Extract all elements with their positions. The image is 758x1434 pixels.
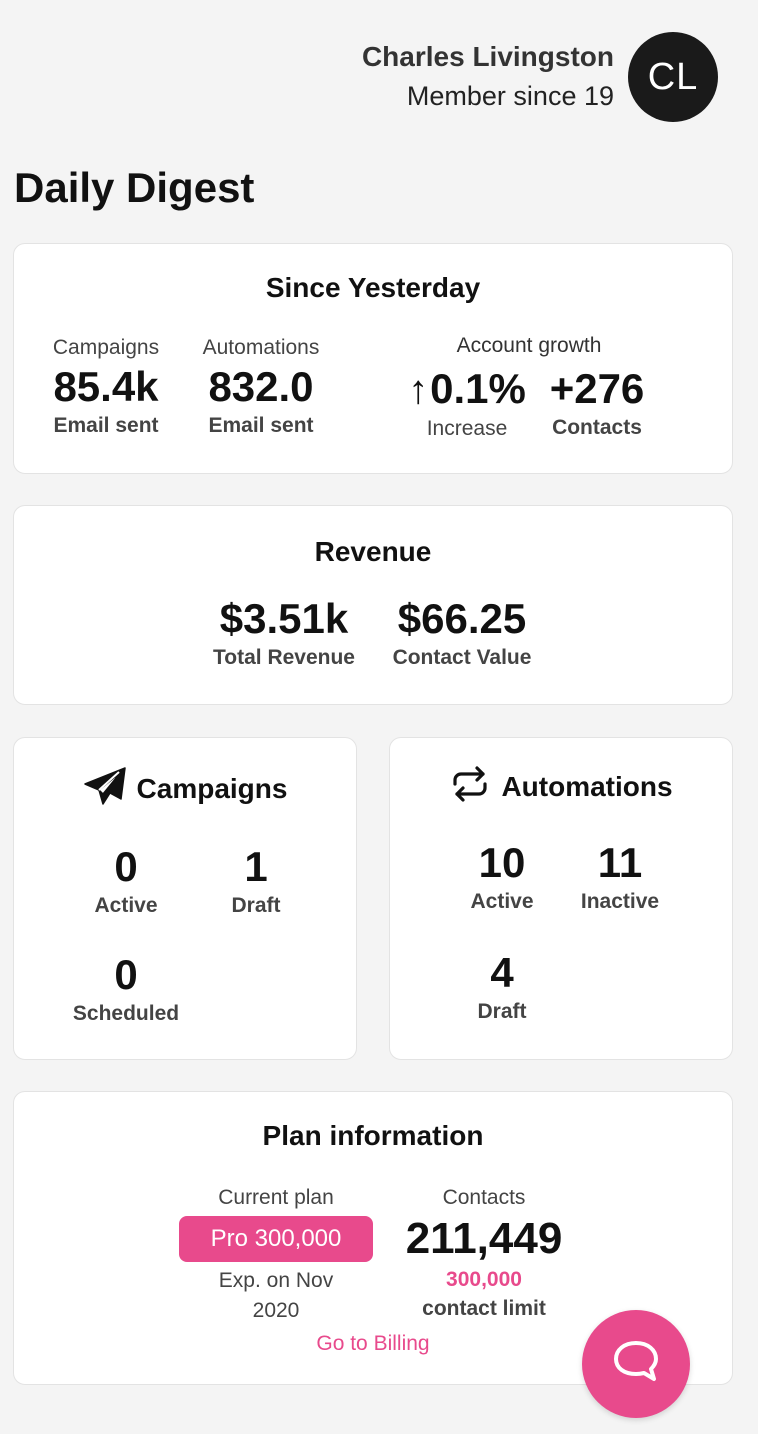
current-plan-block: Current plan Pro 300,000 Exp. on Nov 202… — [178, 1184, 374, 1326]
automations-active-stat: 10 Active — [442, 838, 562, 916]
stat-sublabel: Contact Value — [392, 646, 532, 669]
stat-sublabel: Active — [94, 894, 158, 917]
member-since: Member since 19 — [406, 81, 614, 111]
card-title: Since Yesterday — [265, 272, 481, 303]
campaigns-draft-stat: 1 Draft — [196, 842, 316, 920]
stat-value: 85.4k — [53, 363, 159, 410]
campaigns-scheduled-stat: 0 Scheduled — [66, 950, 186, 1028]
stat-value: 4 — [490, 949, 514, 996]
stat-sublabel: Active — [470, 890, 534, 913]
campaigns-header: Campaigns — [14, 766, 356, 811]
plan-expiry: Exp. on Nov — [218, 1269, 334, 1292]
stat-value: 1 — [244, 843, 268, 890]
automations-inactive-stat: 11 Inactive — [560, 838, 680, 916]
chat-bubble-icon — [612, 1339, 660, 1390]
chat-button[interactable] — [582, 1310, 690, 1418]
card-title: Plan information — [262, 1120, 484, 1151]
card-title: Automations — [501, 770, 673, 802]
automations-card[interactable]: Automations 10 Active 11 Inactive 4 Draf… — [389, 737, 733, 1060]
current-plan-label: Current plan — [218, 1186, 334, 1209]
paper-plane-icon — [83, 766, 127, 811]
contact-limit-value: 300,000 — [446, 1268, 522, 1291]
campaigns-card[interactable]: Campaigns 0 Active 1 Draft 0 Scheduled — [13, 737, 357, 1060]
profile-name: Charles Livingston — [361, 41, 614, 72]
avatar[interactable]: CL — [628, 32, 718, 122]
stat-value: $66.25 — [397, 595, 527, 642]
plan-badge: Pro 300,000 — [179, 1216, 373, 1262]
automations-draft-stat: 4 Draft — [442, 948, 562, 1026]
plan-information-card: Plan information Current plan Pro 300,00… — [13, 1091, 733, 1385]
plan-expiry-year: 2020 — [252, 1299, 300, 1322]
stat-value: 832.0 — [208, 363, 314, 410]
card-title: Revenue — [314, 536, 432, 567]
stat-sublabel: Email sent — [53, 414, 159, 437]
contacts-value: 211,449 — [405, 1214, 563, 1263]
stat-value: $3.51k — [219, 595, 349, 642]
stat-value: +276 — [549, 365, 645, 412]
automations-header: Automations — [390, 766, 732, 807]
stat-label: Automations — [202, 336, 320, 359]
stat-sublabel: Email sent — [208, 414, 314, 437]
stat-value: ↑0.1% — [400, 364, 534, 415]
stat-sublabel: Draft — [477, 1000, 527, 1023]
growth-increase-stat: ↑0.1% Increase — [400, 364, 534, 443]
growth-contacts-stat: +276 Contacts — [540, 364, 654, 442]
stat-sublabel: Inactive — [580, 890, 660, 913]
stat-sublabel: Total Revenue — [213, 646, 355, 669]
contact-limit-label: contact limit — [422, 1297, 546, 1320]
stat-value: 0 — [114, 843, 138, 890]
total-revenue-stat: $3.51k Total Revenue — [204, 594, 364, 672]
repeat-icon — [449, 766, 491, 807]
arrow-up-icon: ↑ — [408, 368, 429, 412]
automations-emails-stat: Automations 832.0 Email sent — [190, 334, 332, 440]
stat-sublabel: Contacts — [552, 416, 642, 439]
campaigns-active-stat: 0 Active — [66, 842, 186, 920]
stat-label: Campaigns — [52, 336, 160, 359]
stat-value: 10 — [478, 839, 526, 886]
contact-value-stat: $66.25 Contact Value — [382, 594, 542, 672]
go-to-billing-link[interactable]: Go to Billing — [316, 1332, 430, 1355]
stat-sublabel: Scheduled — [72, 1002, 180, 1025]
stat-sublabel: Increase — [426, 417, 508, 440]
stat-sublabel: Draft — [231, 894, 281, 917]
page-title: Daily Digest — [14, 164, 255, 211]
contacts-label: Contacts — [442, 1186, 526, 1209]
since-yesterday-card: Since Yesterday Campaigns 85.4k Email se… — [13, 243, 733, 474]
profile-header[interactable]: Charles Livingston Member since 19 CL — [362, 32, 718, 122]
stat-value: 11 — [597, 839, 643, 886]
profile-text: Charles Livingston Member since 19 — [362, 39, 614, 115]
campaigns-emails-stat: Campaigns 85.4k Email sent — [34, 334, 178, 440]
contacts-block: Contacts 211,449 300,000 contact limit — [394, 1184, 574, 1324]
increase-value: 0.1% — [430, 365, 526, 412]
card-title: Campaigns — [136, 772, 288, 804]
account-growth-label: Account growth — [456, 334, 602, 357]
stat-value: 0 — [114, 951, 138, 998]
revenue-card: Revenue $3.51k Total Revenue $66.25 Cont… — [13, 505, 733, 705]
